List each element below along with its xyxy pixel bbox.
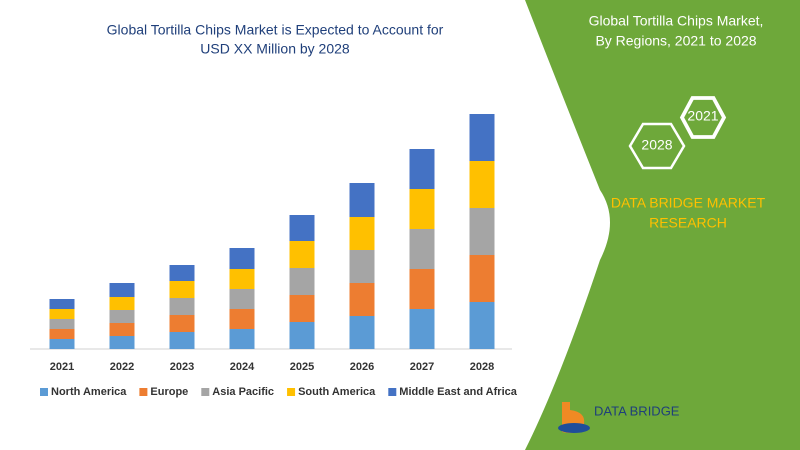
bar-segment — [409, 149, 435, 189]
bar-segment — [349, 283, 375, 316]
bar-segment — [289, 295, 315, 322]
bar-segment — [289, 322, 315, 349]
bar-segment — [229, 248, 255, 269]
brand-text: DATA BRIDGE MARKET — [611, 195, 766, 211]
bar-segment — [409, 189, 435, 229]
bar-segment — [109, 283, 135, 297]
chart-title: Global Tortilla Chips Market is Expected… — [107, 22, 444, 38]
bar-segment — [289, 241, 315, 268]
legend-label: Asia Pacific — [212, 386, 274, 398]
x-tick-label: 2023 — [170, 361, 194, 373]
brand-text: RESEARCH — [649, 215, 727, 231]
legend-label: Middle East and Africa — [399, 386, 517, 398]
bar-segment — [469, 208, 495, 255]
legend-label: North America — [51, 386, 127, 398]
bar-segment — [169, 332, 195, 349]
bar-segment — [109, 323, 135, 336]
legend-swatch — [287, 388, 296, 396]
x-tick-label: 2028 — [470, 361, 494, 373]
legend-label: Europe — [150, 386, 188, 398]
bar-segment — [229, 309, 255, 329]
bar-segment — [229, 269, 255, 289]
bar-segment — [49, 329, 75, 339]
x-tick-label: 2026 — [350, 361, 374, 373]
legend-swatch — [40, 388, 48, 396]
bar-segment — [169, 265, 195, 281]
badge: 2021 — [687, 108, 718, 124]
legend-label: South America — [298, 386, 376, 398]
bar-segment — [49, 299, 75, 309]
bar-segment — [469, 255, 495, 302]
bar-segment — [49, 309, 75, 319]
bar-segment — [229, 329, 255, 349]
bar-segment — [169, 315, 195, 332]
badge: 2028 — [641, 137, 672, 153]
bar-segment — [229, 289, 255, 309]
x-tick-label: 2022 — [110, 361, 134, 373]
bar-segment — [289, 268, 315, 295]
logo-mark — [558, 423, 590, 433]
bar-segment — [109, 310, 135, 323]
bar-segment — [349, 316, 375, 349]
hexagon — [679, 96, 727, 139]
chart-title: USD XX Million by 2028 — [200, 41, 350, 57]
bar-segment — [409, 309, 435, 349]
bar-segment — [409, 229, 435, 269]
panel-heading: Global Tortilla Chips Market, — [589, 13, 764, 29]
bar-segment — [109, 336, 135, 349]
logo — [558, 402, 590, 433]
x-tick-label: 2025 — [290, 361, 314, 373]
bar-segment — [349, 250, 375, 283]
bar-segment — [349, 217, 375, 250]
logo-text: DATA BRIDGE — [594, 403, 680, 418]
bar-segment — [349, 183, 375, 217]
bar-segment — [169, 298, 195, 315]
legend-swatch — [139, 388, 148, 396]
bar-segment — [289, 215, 315, 241]
legend-swatch — [201, 388, 210, 396]
legend-swatch — [388, 388, 397, 396]
bar-segment — [109, 297, 135, 310]
side-panel — [525, 0, 800, 450]
panel-heading: By Regions, 2021 to 2028 — [595, 33, 756, 49]
bar-segment — [169, 281, 195, 298]
bar-segment — [469, 114, 495, 161]
hexagon — [628, 122, 686, 170]
bar-segment — [409, 269, 435, 309]
bar-segment — [469, 161, 495, 208]
bar-segment — [469, 302, 495, 349]
bar-segment — [49, 339, 75, 349]
bar-segment — [49, 319, 75, 329]
x-tick-label: 2024 — [230, 361, 255, 373]
x-tick-label: 2027 — [410, 361, 434, 373]
x-tick-label: 2021 — [50, 361, 74, 373]
